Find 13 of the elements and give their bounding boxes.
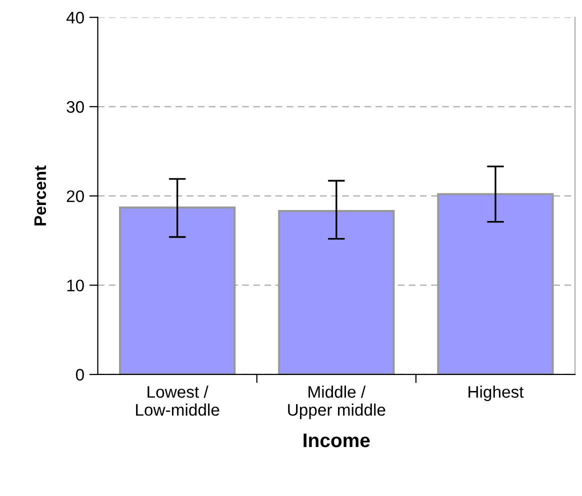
x-tick-label: Highest	[468, 386, 524, 402]
x-tick-label: Lowest / Low-middle	[136, 386, 220, 416]
y-tick-label: 0	[76, 368, 84, 381]
bar	[278, 210, 395, 374]
y-tick-label: 20	[66, 190, 84, 202]
y-tick-label: 10	[67, 280, 84, 292]
bar	[437, 193, 554, 374]
x-tick-label: Middle / Upper middle	[288, 386, 386, 420]
x-axis-title: Income	[304, 434, 370, 448]
y-tick-label: 40	[66, 12, 84, 24]
y-axis-title: Percent	[34, 166, 46, 226]
bar	[119, 206, 236, 374]
y-tick-label: 30	[66, 101, 84, 113]
